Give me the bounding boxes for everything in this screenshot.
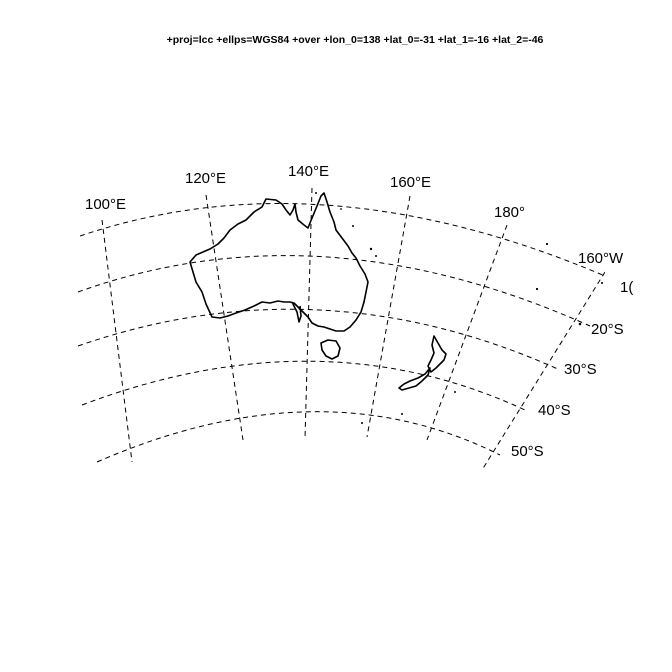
new-zealand-north-island: [427, 335, 447, 373]
label-160e: 160°E: [390, 174, 431, 191]
parallel-40s: [81, 360, 526, 411]
parallel-20s: [77, 255, 591, 327]
island-dot: [340, 208, 342, 210]
parallel-labels: 20°S 30°S 40°S 50°S: [511, 321, 624, 460]
label-120e: 120°E: [185, 170, 226, 187]
island-dot: [401, 413, 403, 415]
label-180: 180°: [494, 204, 525, 221]
island-dot: [375, 255, 377, 257]
label-20s: 20°S: [591, 321, 624, 338]
island-dot: [315, 192, 317, 194]
small-islands: [315, 192, 603, 424]
graticule-parallels: [77, 203, 605, 463]
parallel-30s: [77, 308, 561, 371]
label-100e: 100°E: [85, 196, 126, 213]
map-title: +proj=lcc +ellps=WGS84 +over +lon_0=138 …: [166, 34, 544, 46]
meridian-180: [426, 224, 508, 441]
new-zealand-south-island: [398, 367, 431, 391]
parallel-50s: [96, 411, 501, 463]
label-140w-clipped: 1(: [620, 279, 633, 296]
australia-coastline: [189, 192, 369, 332]
parallel-10s: [79, 203, 605, 277]
label-140e: 140°E: [288, 163, 329, 180]
meridian-160w: [481, 271, 605, 471]
island-dot: [578, 322, 582, 326]
label-50s: 50°S: [511, 443, 544, 460]
island-dot: [369, 247, 373, 251]
meridian-labels: 100°E 120°E 140°E 160°E 180° 160°W 1(: [85, 163, 633, 296]
label-30s: 30°S: [564, 361, 597, 378]
spencer-gulf: [291, 301, 302, 323]
meridian-140e: [304, 187, 313, 439]
island-dot: [601, 282, 603, 284]
coastlines: [189, 192, 447, 391]
island-dot: [361, 422, 363, 424]
island-dot: [545, 242, 549, 246]
tasmania-coastline: [320, 339, 341, 360]
island-dot: [352, 225, 354, 227]
island-dot: [454, 391, 456, 393]
island-dot: [535, 287, 539, 291]
label-160w: 160°W: [578, 250, 624, 267]
meridian-100e: [101, 219, 133, 463]
meridian-160e: [366, 195, 411, 438]
graticule-meridians: [101, 187, 605, 471]
label-40s: 40°S: [538, 402, 571, 419]
